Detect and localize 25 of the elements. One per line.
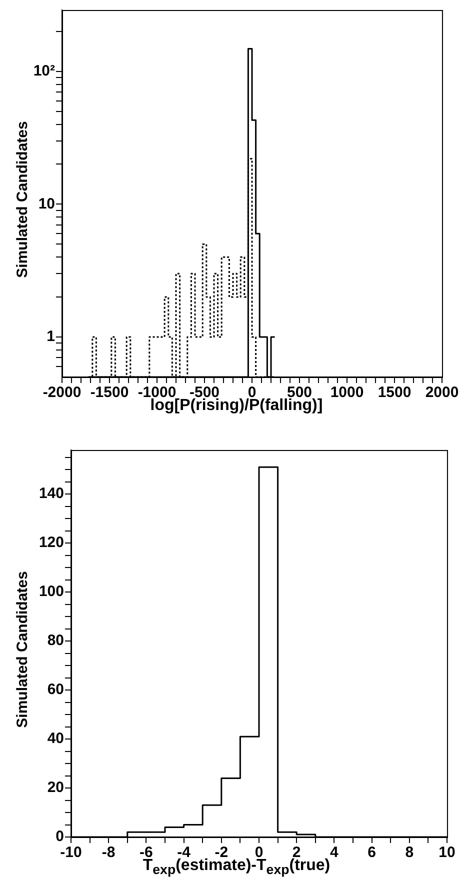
y-tick-label: 10² xyxy=(33,62,55,80)
x-tick-label: -1500 xyxy=(90,384,129,402)
x-tick-label: 1500 xyxy=(378,384,412,402)
x-tick-label: 10 xyxy=(438,844,456,862)
y-tick-label: 0 xyxy=(56,828,64,846)
y-axis-title: Simulated Candidates xyxy=(14,570,31,728)
y-tick-label: 100 xyxy=(38,583,64,600)
y-tick-label: 140 xyxy=(38,485,64,502)
y-tick-label: 1 xyxy=(46,328,55,346)
x-tick-label: -8 xyxy=(102,844,116,862)
x-tick-label: 6 xyxy=(368,844,376,862)
y-tick-label: 20 xyxy=(47,779,64,796)
x-tick-label: -10 xyxy=(60,844,82,862)
y-tick-label: 60 xyxy=(47,681,64,698)
x-tick-label: 1000 xyxy=(330,384,364,402)
x-tick-label: 4 xyxy=(330,844,340,862)
x-tick-label: 8 xyxy=(405,844,414,862)
y-tick-label: 40 xyxy=(47,730,64,748)
y-tick-label: 120 xyxy=(38,534,64,552)
y-tick-label: 10 xyxy=(38,195,55,212)
x-tick-label: -2 xyxy=(214,844,228,862)
x-tick-label: -2000 xyxy=(42,384,82,402)
y-tick-label: 80 xyxy=(47,632,64,650)
x-tick-label: 2000 xyxy=(425,384,459,402)
y-axis-title: Simulated Candidates xyxy=(14,120,31,278)
